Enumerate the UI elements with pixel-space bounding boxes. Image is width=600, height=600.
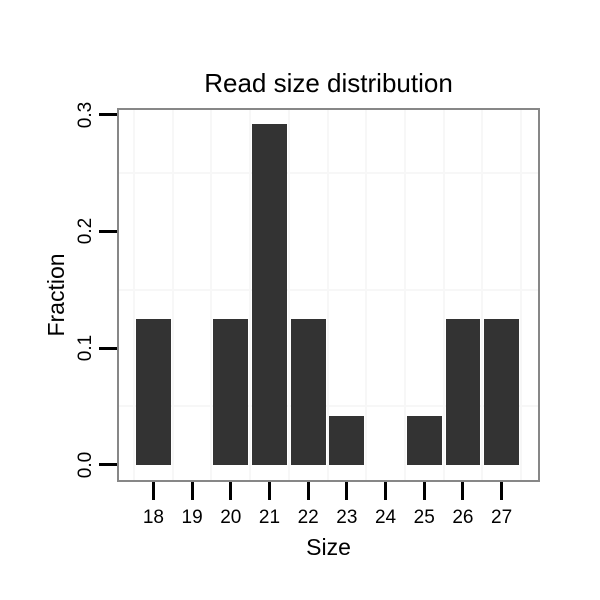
x-axis-tick (306, 482, 310, 500)
y-tick-label: 0.3 (75, 101, 96, 128)
gridline-minor-v (365, 110, 368, 480)
x-tick-label: 22 (297, 507, 319, 528)
gridline-minor-v (210, 110, 213, 480)
x-axis-tick (500, 482, 504, 500)
bar (484, 318, 520, 465)
x-tick-label: 24 (374, 507, 397, 528)
x-tick-label: 27 (491, 507, 513, 528)
gridline-minor-v (519, 110, 522, 480)
y-axis-tick (99, 229, 117, 233)
y-axis-tick (99, 113, 117, 117)
x-tick-label: 19 (181, 507, 203, 528)
gridline-minor-h (119, 405, 538, 408)
y-tick-label: 0.2 (75, 218, 96, 245)
x-axis-tick (267, 482, 271, 500)
chart-title: Read size distribution (204, 68, 453, 98)
x-axis-tick (190, 482, 194, 500)
y-axis-tick (99, 346, 117, 350)
x-axis-tick (345, 482, 349, 500)
gridline-minor-h (119, 288, 538, 291)
bar (329, 415, 365, 465)
bar (290, 318, 326, 465)
x-axis-tick (384, 482, 388, 500)
y-tick-label: 0.0 (75, 451, 96, 479)
bar (445, 318, 481, 465)
gridline-minor-v (403, 110, 406, 480)
x-axis-tick (151, 482, 155, 500)
gridline-minor-v (249, 110, 252, 480)
x-axis-tick (229, 482, 233, 500)
x-axis-title: Size (306, 534, 351, 560)
gridline-minor-v (442, 110, 445, 480)
gridline-minor-v (171, 110, 174, 480)
x-tick-label: 23 (336, 507, 358, 528)
bar (252, 124, 287, 465)
y-axis-tick (99, 463, 117, 467)
bar (406, 415, 442, 465)
x-tick-label: 18 (142, 507, 164, 528)
gridline-minor-v (287, 110, 290, 480)
x-tick-label: 25 (413, 507, 435, 528)
y-tick-label: 0.1 (75, 334, 96, 362)
x-axis-tick (461, 482, 465, 500)
bar (213, 318, 249, 465)
plot-panel (117, 108, 540, 482)
gridline-minor-v (481, 110, 484, 480)
x-axis-tick (422, 482, 426, 500)
y-axis-title: Fraction (43, 253, 69, 337)
gridline-minor-h (119, 172, 538, 175)
gridline-minor-v (133, 110, 136, 480)
bar (136, 318, 171, 465)
x-tick-label: 26 (452, 507, 474, 528)
gridline-minor-v (326, 110, 329, 480)
x-tick-label: 20 (220, 507, 242, 528)
x-tick-label: 21 (258, 507, 281, 528)
